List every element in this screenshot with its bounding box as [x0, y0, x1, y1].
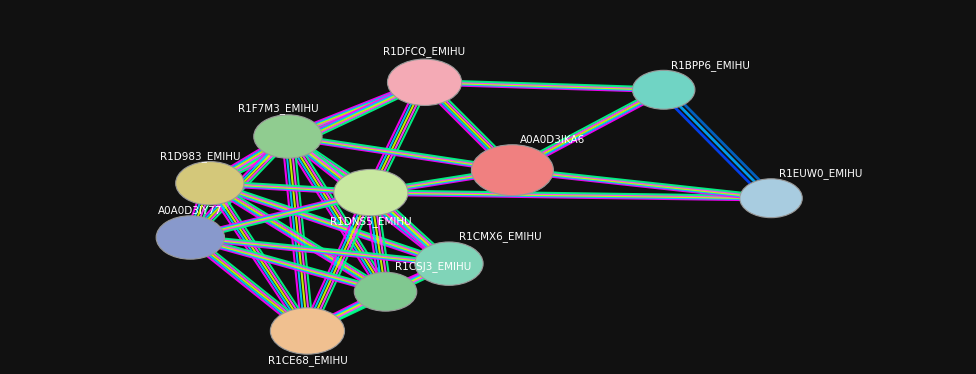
- Text: R1D983_EMIHU: R1D983_EMIHU: [160, 151, 240, 162]
- Ellipse shape: [156, 216, 224, 259]
- Text: R1F7M3_EMIHU: R1F7M3_EMIHU: [238, 103, 318, 114]
- Text: A0A0D3IY77: A0A0D3IY77: [158, 206, 223, 215]
- Ellipse shape: [632, 70, 695, 109]
- Ellipse shape: [270, 308, 345, 354]
- Text: R1CMX6_EMIHU: R1CMX6_EMIHU: [459, 231, 542, 242]
- Text: R1CE68_EMIHU: R1CE68_EMIHU: [267, 355, 347, 366]
- Ellipse shape: [176, 162, 244, 205]
- Ellipse shape: [740, 179, 802, 218]
- Ellipse shape: [334, 169, 408, 216]
- Text: R1DFCQ_EMIHU: R1DFCQ_EMIHU: [384, 46, 466, 57]
- Text: R1BPP6_EMIHU: R1BPP6_EMIHU: [671, 59, 751, 71]
- Text: R1DNS5_EMIHU: R1DNS5_EMIHU: [330, 216, 412, 227]
- Text: A0A0D3IKA6: A0A0D3IKA6: [520, 135, 586, 144]
- Text: R1EUW0_EMIHU: R1EUW0_EMIHU: [779, 168, 862, 179]
- Ellipse shape: [415, 242, 483, 285]
- Ellipse shape: [254, 115, 322, 158]
- Ellipse shape: [387, 59, 462, 105]
- Ellipse shape: [471, 145, 553, 196]
- Ellipse shape: [354, 272, 417, 311]
- Text: R1CSJ3_EMIHU: R1CSJ3_EMIHU: [395, 261, 471, 272]
